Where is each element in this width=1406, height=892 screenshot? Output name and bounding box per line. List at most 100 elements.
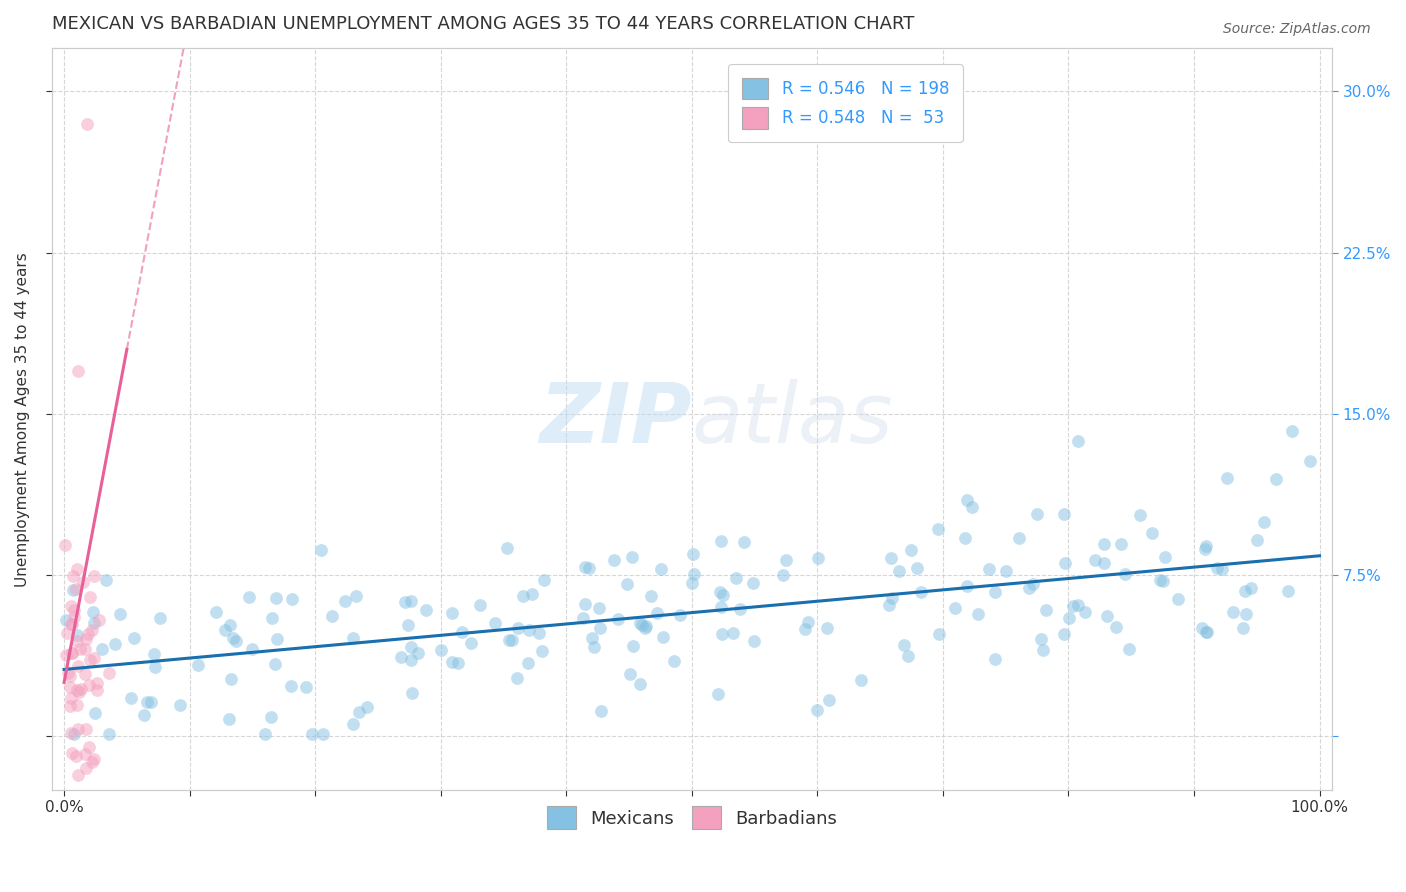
Point <box>66 768 89 782</box>
Point <box>65 748 87 763</box>
Point <box>66 722 89 736</box>
Point <box>91 641 114 656</box>
Point <box>1008 531 1031 545</box>
Point <box>1239 581 1261 595</box>
Point <box>219 617 242 632</box>
Point <box>83 569 105 583</box>
Point <box>711 627 734 641</box>
Point <box>75 667 97 681</box>
Point <box>56 626 79 640</box>
Point <box>630 676 652 690</box>
Point <box>60 646 83 660</box>
Point <box>619 666 641 681</box>
Point <box>76 117 98 131</box>
Point <box>60 646 83 660</box>
Point <box>66 562 89 576</box>
Point <box>797 615 820 629</box>
Text: Source: ZipAtlas.com: Source: ZipAtlas.com <box>1223 22 1371 37</box>
Point <box>1114 567 1136 582</box>
Point <box>1053 507 1076 521</box>
Point <box>1206 561 1229 575</box>
Point <box>75 642 97 657</box>
Point <box>401 640 423 655</box>
Point <box>97 665 120 680</box>
Point <box>1053 556 1076 570</box>
Point <box>1197 625 1219 640</box>
Point <box>430 643 453 657</box>
Point <box>533 574 555 588</box>
Point <box>741 576 763 591</box>
Point <box>399 653 422 667</box>
Point <box>928 627 950 641</box>
Point <box>484 615 506 630</box>
Point <box>1236 607 1258 621</box>
Point <box>1281 425 1303 439</box>
Point <box>581 632 603 646</box>
Point <box>1234 584 1257 599</box>
Point <box>254 727 277 741</box>
Point <box>880 591 903 605</box>
Point <box>62 582 84 597</box>
Point <box>294 680 316 694</box>
Point <box>498 633 520 648</box>
Point <box>1109 537 1132 551</box>
Point <box>631 618 654 632</box>
Point <box>356 699 378 714</box>
Point <box>335 594 357 608</box>
Point <box>1253 516 1275 530</box>
Point <box>59 698 82 713</box>
Point <box>1084 553 1107 567</box>
Point <box>1149 573 1171 587</box>
Point <box>1211 562 1233 576</box>
Point <box>82 605 104 619</box>
Point <box>520 587 543 601</box>
Point <box>733 534 755 549</box>
Point <box>956 579 979 593</box>
Point <box>55 648 77 662</box>
Point <box>1140 525 1163 540</box>
Point <box>80 755 103 769</box>
Point <box>238 590 260 604</box>
Point <box>135 695 157 709</box>
Point <box>650 562 672 576</box>
Point <box>169 698 191 713</box>
Point <box>893 638 915 652</box>
Point <box>399 593 422 607</box>
Point <box>721 625 744 640</box>
Point <box>240 641 263 656</box>
Point <box>728 601 751 615</box>
Point <box>953 532 976 546</box>
Point <box>983 585 1005 599</box>
Point <box>110 607 132 621</box>
Point <box>451 625 474 640</box>
Point <box>818 693 841 707</box>
Point <box>59 680 82 694</box>
Point <box>806 703 828 717</box>
Point <box>66 634 89 648</box>
Point <box>122 631 145 645</box>
Point <box>681 575 703 590</box>
Point <box>1222 605 1244 619</box>
Point <box>79 653 101 667</box>
Point <box>415 602 437 616</box>
Point <box>794 622 817 636</box>
Point <box>1032 643 1054 657</box>
Point <box>66 698 89 713</box>
Point <box>260 710 283 724</box>
Point <box>1277 584 1299 599</box>
Point <box>321 609 343 624</box>
Point <box>281 592 304 607</box>
Point <box>401 686 423 700</box>
Point <box>943 600 966 615</box>
Point <box>87 613 110 627</box>
Point <box>66 627 89 641</box>
Point <box>1035 603 1057 617</box>
Point <box>97 727 120 741</box>
Point <box>86 683 108 698</box>
Point <box>979 562 1001 576</box>
Point <box>83 651 105 665</box>
Point <box>578 561 600 575</box>
Point <box>66 682 89 697</box>
Point <box>517 624 540 638</box>
Point <box>60 599 83 613</box>
